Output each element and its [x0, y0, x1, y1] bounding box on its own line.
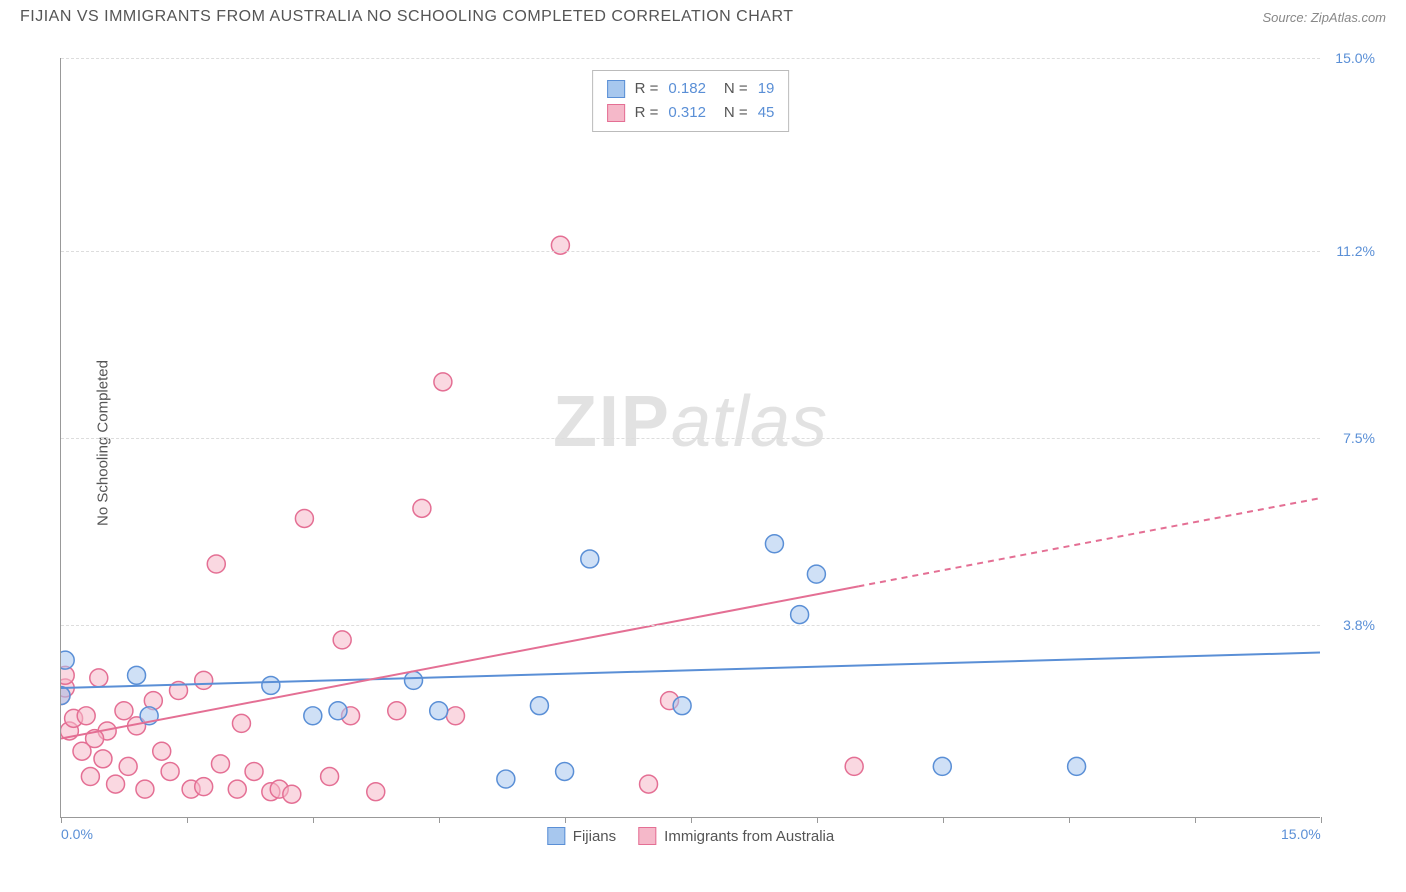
x-tick-label: 0.0%	[61, 826, 93, 842]
x-tick	[565, 817, 566, 823]
r-value-fijians: 0.182	[668, 77, 706, 101]
x-tick	[691, 817, 692, 823]
x-tick	[61, 817, 62, 823]
data-point	[245, 762, 263, 780]
n-value-immigrants: 45	[758, 101, 775, 125]
r-label: R =	[635, 101, 659, 125]
trend-line-dashed	[858, 498, 1320, 586]
swatch-immigrants	[607, 104, 625, 122]
data-point	[321, 768, 339, 786]
data-point	[933, 757, 951, 775]
data-point	[195, 778, 213, 796]
data-point	[94, 750, 112, 768]
data-point	[434, 373, 452, 391]
grid-line	[61, 251, 1320, 252]
data-point	[161, 762, 179, 780]
data-point	[367, 783, 385, 801]
legend-label-immigrants: Immigrants from Australia	[664, 828, 834, 845]
source-attribution: Source: ZipAtlas.com	[1262, 10, 1386, 25]
y-tick-label: 3.8%	[1343, 617, 1375, 633]
data-point	[333, 631, 351, 649]
data-point	[262, 676, 280, 694]
data-point	[581, 550, 599, 568]
x-tick-label: 15.0%	[1281, 826, 1321, 842]
swatch-fijians	[607, 80, 625, 98]
data-point	[388, 702, 406, 720]
legend-series: Fijians Immigrants from Australia	[547, 827, 834, 845]
x-tick	[1195, 817, 1196, 823]
x-tick	[1321, 817, 1322, 823]
data-point	[765, 535, 783, 553]
n-label: N =	[724, 101, 748, 125]
data-point	[153, 742, 171, 760]
legend-stats: R = 0.182 N = 19 R = 0.312 N = 45	[592, 70, 790, 132]
data-point	[1068, 757, 1086, 775]
data-point	[77, 707, 95, 725]
data-point	[807, 565, 825, 583]
chart-container: No Schooling Completed ZIPatlas R = 0.18…	[50, 48, 1380, 838]
x-tick	[943, 817, 944, 823]
legend-stats-row-fijians: R = 0.182 N = 19	[607, 77, 775, 101]
legend-stats-row-immigrants: R = 0.312 N = 45	[607, 101, 775, 125]
data-point	[128, 666, 146, 684]
data-point	[207, 555, 225, 573]
data-point	[640, 775, 658, 793]
data-point	[283, 785, 301, 803]
data-point	[530, 697, 548, 715]
swatch-fijians	[547, 827, 565, 845]
data-point	[61, 651, 74, 669]
legend-label-fijians: Fijians	[573, 828, 616, 845]
x-tick	[817, 817, 818, 823]
x-tick	[439, 817, 440, 823]
y-tick-label: 11.2%	[1336, 243, 1375, 259]
data-point	[329, 702, 347, 720]
chart-title: FIJIAN VS IMMIGRANTS FROM AUSTRALIA NO S…	[20, 8, 794, 26]
x-tick	[313, 817, 314, 823]
x-tick	[187, 817, 188, 823]
legend-item-immigrants: Immigrants from Australia	[638, 827, 834, 845]
data-point	[228, 780, 246, 798]
data-point	[107, 775, 125, 793]
data-point	[81, 768, 99, 786]
trend-line	[61, 653, 1320, 688]
y-tick-label: 15.0%	[1335, 50, 1375, 66]
x-tick	[1069, 817, 1070, 823]
swatch-immigrants	[638, 827, 656, 845]
data-point	[405, 671, 423, 689]
data-point	[446, 707, 464, 725]
data-point	[673, 697, 691, 715]
data-point	[232, 714, 250, 732]
legend-item-fijians: Fijians	[547, 827, 616, 845]
data-point	[115, 702, 133, 720]
data-point	[119, 757, 137, 775]
data-point	[136, 780, 154, 798]
n-label: N =	[724, 77, 748, 101]
data-point	[295, 509, 313, 527]
r-label: R =	[635, 77, 659, 101]
data-point	[413, 499, 431, 517]
data-point	[90, 669, 108, 687]
data-point	[195, 671, 213, 689]
grid-line	[61, 438, 1320, 439]
r-value-immigrants: 0.312	[668, 101, 706, 125]
data-point	[430, 702, 448, 720]
grid-line	[61, 58, 1320, 59]
data-point	[304, 707, 322, 725]
grid-line	[61, 625, 1320, 626]
data-point	[556, 762, 574, 780]
data-point	[791, 606, 809, 624]
data-point	[845, 757, 863, 775]
n-value-fijians: 19	[758, 77, 775, 101]
data-point	[211, 755, 229, 773]
y-tick-label: 7.5%	[1343, 430, 1375, 446]
plot-area: ZIPatlas R = 0.182 N = 19 R = 0.312 N = …	[60, 58, 1320, 818]
data-point	[497, 770, 515, 788]
